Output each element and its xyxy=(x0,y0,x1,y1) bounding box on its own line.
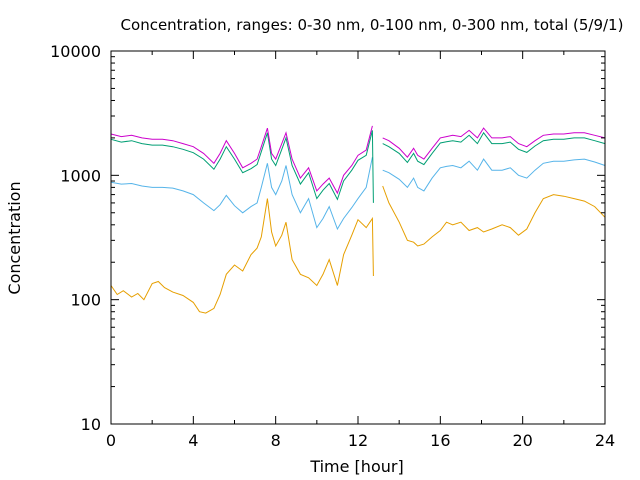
x-tick-label: 0 xyxy=(106,431,116,450)
x-tick-label: 4 xyxy=(188,431,198,450)
x-tick-label: 24 xyxy=(595,431,615,450)
x-axis-label: Time [hour] xyxy=(309,457,403,476)
series-line-0-300-nm-segment-1 xyxy=(110,130,374,203)
series-layer xyxy=(110,125,606,314)
series-line-0-300-nm-segment-2 xyxy=(382,131,606,166)
series-line-total-segment-1 xyxy=(110,125,373,195)
x-tick-label: 16 xyxy=(430,431,450,450)
plot-frame xyxy=(110,50,606,425)
y-tick-label: 100 xyxy=(70,291,101,310)
series-line-0-100-nm-segment-2 xyxy=(382,158,606,192)
x-tick-label: 8 xyxy=(271,431,281,450)
tick-layer: 0 4 8 12 16 20 24 10 100 1000 10000 xyxy=(50,42,615,450)
y-tick-label: 10 xyxy=(81,415,101,434)
x-tick-label: 20 xyxy=(512,431,532,450)
series-line-total-segment-2 xyxy=(382,127,606,160)
y-axis-label: Concentration xyxy=(5,181,24,294)
series-line-0-100-nm-segment-1 xyxy=(110,157,373,231)
series-line-0-30-nm-segment-2 xyxy=(382,185,606,247)
y-tick-label: 1000 xyxy=(60,166,101,185)
series-line-0-30-nm-segment-1 xyxy=(110,198,374,314)
y-tick-label: 10000 xyxy=(50,42,101,61)
chart-title: Concentration, ranges: 0-30 nm, 0-100 nm… xyxy=(121,16,624,34)
x-tick-label: 12 xyxy=(348,431,368,450)
